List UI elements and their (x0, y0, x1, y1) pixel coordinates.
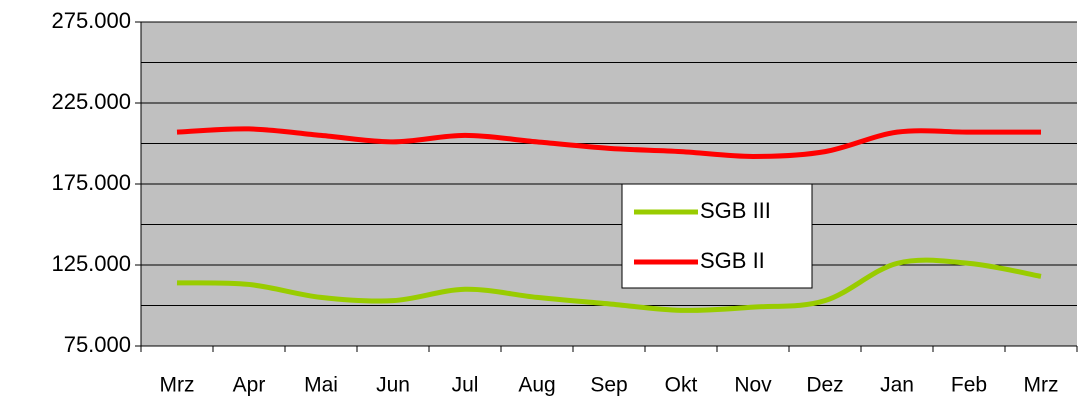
y-tick-label: 275.000 (51, 8, 131, 33)
legend-box (621, 183, 813, 289)
x-tick-label: Mrz (1024, 374, 1059, 397)
series-line (176, 126, 1041, 159)
x-tick-label: Aug (518, 374, 555, 397)
y-tick-label: 75.000 (64, 332, 131, 357)
y-tick-label: 225.000 (51, 89, 131, 114)
x-tick-label: Apr (233, 374, 266, 397)
x-tick-label: Nov (734, 374, 772, 397)
x-tick-label: Jul (452, 374, 479, 397)
x-tick-label: Jun (376, 374, 410, 397)
x-tick-label: Sep (590, 374, 627, 397)
y-tick-label: 125.000 (51, 251, 131, 276)
x-tick-label: Mai (304, 374, 338, 397)
series-line (176, 257, 1042, 313)
x-tick-label: Dez (806, 374, 843, 397)
x-tick-label: Mrz (160, 374, 195, 397)
legend-label: SGB II (700, 248, 765, 273)
legend-label: SGB III (700, 198, 771, 223)
y-tick-label: 175.000 (51, 170, 131, 195)
x-tick-label: Feb (951, 374, 987, 397)
x-tick-label: Jan (880, 374, 914, 397)
x-tick-label: Okt (665, 374, 698, 397)
